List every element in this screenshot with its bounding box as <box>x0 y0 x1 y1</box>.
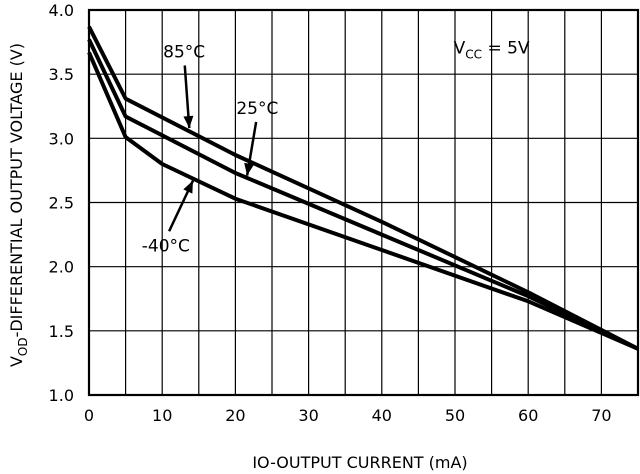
y-axis-label-rest: -DIFFERENTIAL OUTPUT VOLTAGE (V) <box>7 43 26 337</box>
y-tick-label: 2.5 <box>49 194 74 213</box>
series-lines <box>87 25 639 351</box>
y-tick-label: 3.5 <box>49 65 74 84</box>
series-line <box>87 38 639 351</box>
x-tick-label: 0 <box>84 406 94 425</box>
grid-lines <box>89 10 638 395</box>
series-label: 25°C <box>236 99 278 119</box>
y-tick-label: 1.5 <box>49 322 74 341</box>
x-tick-label: 20 <box>225 406 245 425</box>
plot-frame <box>87 8 640 397</box>
annotation-arrowhead <box>183 180 193 194</box>
y-tick-label: 4.0 <box>49 1 74 20</box>
annotations: 85°C 25°C -40°C VCC = 5V <box>142 39 530 257</box>
x-tick-label: 10 <box>152 406 172 425</box>
series-label: -40°C <box>142 236 190 256</box>
y-tick-labels: 1.0 1.5 2.0 2.5 3.0 3.5 4.0 <box>49 1 74 405</box>
annotation-arrowhead <box>244 162 255 176</box>
y-tick-label: 2.0 <box>49 258 74 277</box>
y-tick-label: 3.0 <box>49 129 74 148</box>
x-tick-labels: 0 10 20 30 40 50 60 70 <box>84 406 612 425</box>
y-axis-label: VOD-DIFFERENTIAL OUTPUT VOLTAGE (V) <box>7 43 30 367</box>
y-tick-label: 1.0 <box>49 386 74 405</box>
vcc-annotation: VCC = 5V <box>454 39 530 62</box>
annotation-arrowhead <box>183 115 194 129</box>
y-axis-label-sub: OD <box>16 337 30 356</box>
series-label: 85°C <box>163 42 205 62</box>
x-tick-label: 70 <box>591 406 611 425</box>
series-line <box>87 51 639 351</box>
series-line <box>87 25 639 351</box>
x-tick-label: 50 <box>445 406 465 425</box>
x-tick-label: 60 <box>518 406 538 425</box>
x-axis-label: IO-OUTPUT CURRENT (mA) <box>252 453 467 472</box>
y-axis-label-main: V <box>7 356 26 367</box>
x-tick-label: 30 <box>298 406 318 425</box>
x-tick-label: 40 <box>372 406 392 425</box>
